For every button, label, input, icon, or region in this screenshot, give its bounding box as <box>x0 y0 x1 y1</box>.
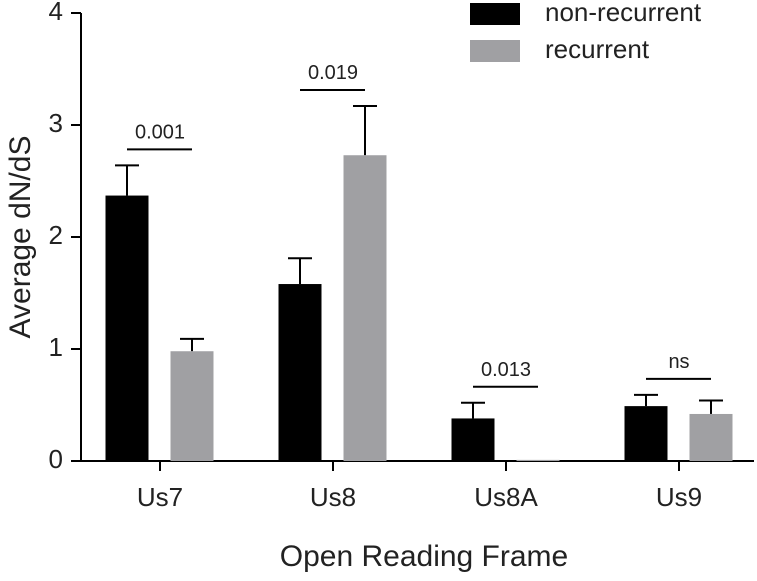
significance-label: 0.019 <box>308 62 358 84</box>
x-tick-label: Us8 <box>310 482 356 512</box>
error-bar <box>634 393 658 407</box>
significance-label: 0.001 <box>135 122 185 144</box>
significance-label: 0.013 <box>481 359 531 381</box>
y-tick-label: 0 <box>49 444 63 474</box>
x-tick-label: Us9 <box>656 482 702 512</box>
legend-swatch <box>470 40 520 62</box>
significance-label: ns <box>668 351 689 373</box>
x-tick-label: Us7 <box>137 482 183 512</box>
error-bar <box>288 257 312 285</box>
y-axis-title: Average dN/dS <box>4 136 37 339</box>
y-tick-label: 1 <box>49 332 63 362</box>
error-bar <box>699 399 723 414</box>
bar <box>105 195 149 461</box>
bar <box>451 418 495 461</box>
y-tick-label: 3 <box>49 108 63 138</box>
x-tick-label: Us8A <box>474 482 538 512</box>
legend-label: non-recurrent <box>545 0 702 27</box>
y-tick-label: 2 <box>49 220 63 250</box>
bar <box>624 406 668 461</box>
bar <box>343 155 387 462</box>
x-axis-title: Open Reading Frame <box>280 540 569 573</box>
bar <box>689 413 733 461</box>
legend-label: recurrent <box>545 34 650 64</box>
legend-swatch <box>470 3 520 25</box>
bar <box>170 351 214 461</box>
error-bar <box>353 104 377 156</box>
error-bar <box>180 337 204 352</box>
y-tick-label: 4 <box>49 0 63 26</box>
bar <box>278 284 322 461</box>
error-bar <box>115 164 139 196</box>
error-bar <box>461 401 485 419</box>
bar <box>516 459 560 461</box>
